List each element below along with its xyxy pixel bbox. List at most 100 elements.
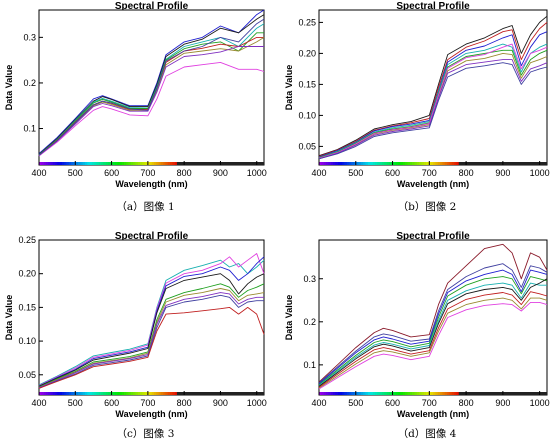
color-strip-segment [381,392,385,395]
color-strip-segment [321,162,324,165]
x-tick-label: 900 [213,398,228,408]
color-strip-segment [423,162,427,165]
color-strip-segment [379,162,383,165]
color-strip-segment [121,392,125,395]
color-strip-segment [351,162,355,165]
color-strip-segment [372,392,376,395]
color-strip-segment [151,162,155,165]
chart-title: Spectral Profile [396,1,470,12]
color-strip-segment [117,392,120,395]
color-strip-segment [379,392,383,395]
color-strip-segment [342,392,345,395]
color-strip-segment [386,162,390,165]
color-strip-segment [101,392,104,395]
series-line-1 [38,259,265,386]
color-strip-segment [335,392,338,395]
color-strip-segment [57,162,60,165]
y-tick-label: 0.20 [298,48,316,58]
color-strip-segment [66,392,70,395]
wavelength-color-strip [39,392,264,395]
color-strip-segment [398,162,401,165]
color-strip-segment [167,392,171,395]
color-strip-segment [346,162,350,165]
color-strip-segment [342,162,345,165]
color-strip-segment [48,162,51,165]
series-line-7 [318,43,548,159]
x-tick-label: 800 [459,398,474,408]
x-tick-label: 400 [311,398,326,408]
series-line-6 [318,278,548,387]
color-strip-segment [451,162,455,165]
series-line-2 [318,22,548,157]
color-strip-segment [151,392,155,395]
color-strip-segment [409,392,413,395]
x-tick-label: 500 [348,398,363,408]
color-strip-segment [87,392,90,395]
series-line-9 [318,62,548,160]
color-strip-segment [346,392,350,395]
color-strip-segment [407,392,411,395]
y-tick-label: 0.2 [303,317,316,327]
color-strip-segment [84,162,88,165]
color-strip-segment [430,162,434,165]
color-strip-segment [39,392,42,395]
chart-panel-1: Spectral Profile 400 500 600 700 800 900 1000 0.… [4,1,267,213]
figure-caption: （b）图像 2 [398,201,457,213]
series-line-1 [38,9,265,154]
color-strip-segment [126,392,129,395]
color-strip-segment [372,162,376,165]
color-strip-segment [454,392,457,395]
color-strip-segment [328,392,331,395]
series-line-7 [38,46,264,157]
color-strip-segment [430,392,434,395]
color-strip-segment [66,162,70,165]
color-strip-segment [433,162,436,165]
color-strip-segment [365,392,369,395]
color-strip-segment [52,392,56,395]
x-tick-label: 600 [385,398,400,408]
color-strip-segment [393,392,397,395]
color-strip-segment [330,162,334,165]
series-line-9 [38,18,265,156]
plot-area [318,239,548,396]
series-line-2 [38,14,265,155]
x-tick-label: 800 [177,168,192,178]
color-strip-segment [103,392,106,395]
color-strip-segment [59,162,63,165]
color-strip-segment [440,162,443,165]
color-strip-segment [323,392,327,395]
x-axis-label: Wavelength (nm) [115,409,187,419]
color-strip-segment [454,162,457,165]
color-strip-segment [426,162,429,165]
color-strip-segment [419,162,422,165]
y-tick-label: 0.3 [23,32,36,42]
color-strip-segment [80,392,83,395]
series-line-8 [318,59,548,160]
color-strip-segment [356,392,359,395]
color-strip-segment [137,392,141,395]
y-tick-label: 0.20 [18,269,36,279]
color-strip-segment [68,162,72,165]
color-strip-segment [78,162,81,165]
color-strip-segment [405,162,408,165]
color-strip-segment [388,162,392,165]
color-strip-segment [374,162,378,165]
color-strip-segment [124,162,127,165]
color-strip-segment [119,162,123,165]
x-axis-label: Wavelength (nm) [397,409,469,419]
x-tick-label: 1000 [247,398,267,408]
color-strip-segment [363,162,366,165]
color-strip-segment [73,392,77,395]
color-strip-segment [444,162,448,165]
chart-title: Spectral Profile [396,231,470,242]
color-strip-segment [94,392,97,395]
wavelength-color-strip [319,392,547,395]
color-strip-segment [78,392,81,395]
color-strip-segment [140,392,143,395]
x-axis-label: Wavelength (nm) [115,179,187,189]
color-strip-segment [144,162,148,165]
color-strip-segment [321,392,324,395]
color-strip-segment [163,392,166,395]
color-strip-segment [344,392,348,395]
color-strip-segment [174,162,178,165]
